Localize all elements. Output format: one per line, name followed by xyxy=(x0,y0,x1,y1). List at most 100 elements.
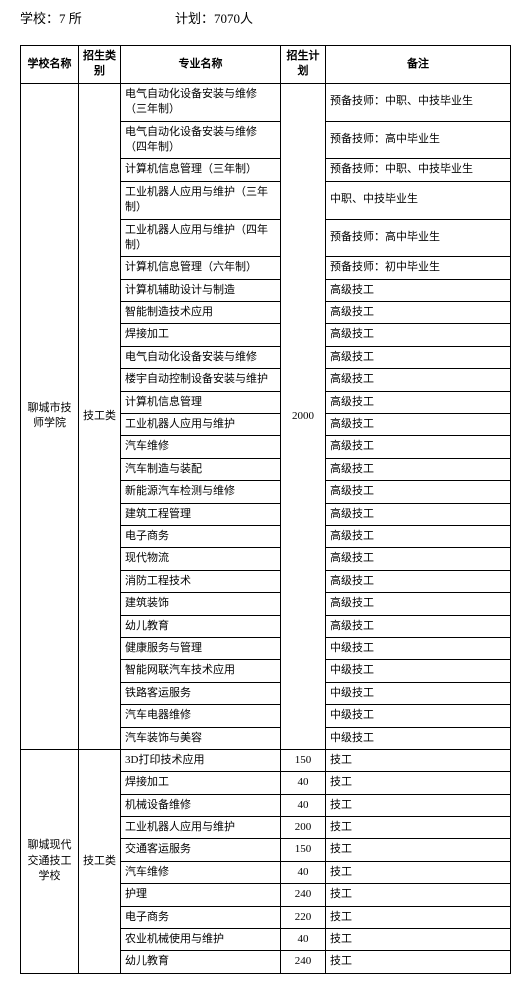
major-cell: 智能制造技术应用 xyxy=(121,302,281,324)
table-header-row: 学校名称 招生类别 专业名称 招生计划 备注 xyxy=(21,46,511,84)
note-cell: 技工 xyxy=(326,817,511,839)
note-cell: 高级技工 xyxy=(326,324,511,346)
note-cell: 高级技工 xyxy=(326,593,511,615)
note-cell: 高级技工 xyxy=(326,525,511,547)
major-cell: 焊接加工 xyxy=(121,324,281,346)
col-header-major: 专业名称 xyxy=(121,46,281,84)
major-cell: 计算机辅助设计与制造 xyxy=(121,279,281,301)
note-cell: 高级技工 xyxy=(326,570,511,592)
major-cell: 新能源汽车检测与维修 xyxy=(121,481,281,503)
note-cell: 高级技工 xyxy=(326,302,511,324)
note-cell: 高级技工 xyxy=(326,503,511,525)
plan-cell: 2000 xyxy=(281,83,326,749)
table-row: 聊城市技师学院技工类电气自动化设备安装与维修（三年制）2000预备技师：中职、中… xyxy=(21,83,511,121)
school-name-cell: 聊城市技师学院 xyxy=(21,83,79,749)
plan-cell: 40 xyxy=(281,772,326,794)
note-cell: 技工 xyxy=(326,839,511,861)
major-cell: 护理 xyxy=(121,884,281,906)
type-cell: 技工类 xyxy=(79,749,121,973)
major-cell: 幼儿教育 xyxy=(121,951,281,973)
plan-cell: 220 xyxy=(281,906,326,928)
col-header-plan: 招生计划 xyxy=(281,46,326,84)
major-cell: 交通客运服务 xyxy=(121,839,281,861)
table-row: 聊城现代交通技工学校技工类3D打印技术应用150技工 xyxy=(21,749,511,771)
note-cell: 中级技工 xyxy=(326,637,511,659)
major-cell: 健康服务与管理 xyxy=(121,637,281,659)
major-cell: 电气自动化设备安装与维修 xyxy=(121,346,281,368)
note-cell: 预备技师：中职、中技毕业生 xyxy=(326,83,511,121)
major-cell: 楼宇自动控制设备安装与维护 xyxy=(121,369,281,391)
major-cell: 建筑装饰 xyxy=(121,593,281,615)
type-cell: 技工类 xyxy=(79,83,121,749)
note-cell: 中职、中技毕业生 xyxy=(326,181,511,219)
major-cell: 3D打印技术应用 xyxy=(121,749,281,771)
plan-cell: 150 xyxy=(281,749,326,771)
major-cell: 汽车电器维修 xyxy=(121,705,281,727)
summary-header: 学校：7 所 计划：7070人 xyxy=(20,8,511,27)
col-header-school: 学校名称 xyxy=(21,46,79,84)
note-cell: 高级技工 xyxy=(326,346,511,368)
school-count-value: 7 所 xyxy=(59,8,82,27)
major-cell: 电气自动化设备安装与维修（三年制） xyxy=(121,83,281,121)
enrollment-table: 学校名称 招生类别 专业名称 招生计划 备注 聊城市技师学院技工类电气自动化设备… xyxy=(20,45,511,974)
plan-count-label: 计划： xyxy=(175,8,214,27)
major-cell: 电子商务 xyxy=(121,525,281,547)
major-cell: 现代物流 xyxy=(121,548,281,570)
note-cell: 高级技工 xyxy=(326,436,511,458)
school-name-cell: 聊城现代交通技工学校 xyxy=(21,749,79,973)
major-cell: 工业机器人应用与维护（三年制） xyxy=(121,181,281,219)
note-cell: 高级技工 xyxy=(326,279,511,301)
note-cell: 技工 xyxy=(326,951,511,973)
major-cell: 汽车装饰与美容 xyxy=(121,727,281,749)
major-cell: 电气自动化设备安装与维修（四年制） xyxy=(121,121,281,159)
major-cell: 汽车制造与装配 xyxy=(121,458,281,480)
school-count-label: 学校： xyxy=(20,8,59,27)
major-cell: 汽车维修 xyxy=(121,436,281,458)
major-cell: 铁路客运服务 xyxy=(121,682,281,704)
plan-cell: 240 xyxy=(281,884,326,906)
major-cell: 农业机械使用与维护 xyxy=(121,929,281,951)
col-header-type: 招生类别 xyxy=(79,46,121,84)
plan-cell: 40 xyxy=(281,794,326,816)
major-cell: 计算机信息管理（六年制） xyxy=(121,257,281,279)
note-cell: 技工 xyxy=(326,861,511,883)
note-cell: 预备技师：中职、中技毕业生 xyxy=(326,159,511,181)
plan-cell: 240 xyxy=(281,951,326,973)
note-cell: 中级技工 xyxy=(326,660,511,682)
major-cell: 建筑工程管理 xyxy=(121,503,281,525)
major-cell: 计算机信息管理（三年制） xyxy=(121,159,281,181)
table-body: 聊城市技师学院技工类电气自动化设备安装与维修（三年制）2000预备技师：中职、中… xyxy=(21,83,511,973)
note-cell: 高级技工 xyxy=(326,414,511,436)
major-cell: 幼儿教育 xyxy=(121,615,281,637)
plan-cell: 200 xyxy=(281,817,326,839)
major-cell: 工业机器人应用与维护（四年制） xyxy=(121,219,281,257)
note-cell: 技工 xyxy=(326,906,511,928)
note-cell: 技工 xyxy=(326,929,511,951)
note-cell: 预备技师：初中毕业生 xyxy=(326,257,511,279)
note-cell: 中级技工 xyxy=(326,705,511,727)
plan-count-value: 7070人 xyxy=(214,8,253,27)
note-cell: 中级技工 xyxy=(326,682,511,704)
major-cell: 消防工程技术 xyxy=(121,570,281,592)
major-cell: 电子商务 xyxy=(121,906,281,928)
plan-cell: 40 xyxy=(281,861,326,883)
major-cell: 焊接加工 xyxy=(121,772,281,794)
note-cell: 高级技工 xyxy=(326,481,511,503)
plan-cell: 150 xyxy=(281,839,326,861)
col-header-note: 备注 xyxy=(326,46,511,84)
note-cell: 技工 xyxy=(326,772,511,794)
major-cell: 工业机器人应用与维护 xyxy=(121,817,281,839)
major-cell: 汽车维修 xyxy=(121,861,281,883)
major-cell: 计算机信息管理 xyxy=(121,391,281,413)
note-cell: 技工 xyxy=(326,749,511,771)
note-cell: 技工 xyxy=(326,794,511,816)
note-cell: 高级技工 xyxy=(326,615,511,637)
major-cell: 工业机器人应用与维护 xyxy=(121,414,281,436)
major-cell: 机械设备维修 xyxy=(121,794,281,816)
note-cell: 高级技工 xyxy=(326,458,511,480)
note-cell: 高级技工 xyxy=(326,369,511,391)
note-cell: 预备技师：高中毕业生 xyxy=(326,219,511,257)
major-cell: 智能网联汽车技术应用 xyxy=(121,660,281,682)
plan-cell: 40 xyxy=(281,929,326,951)
note-cell: 中级技工 xyxy=(326,727,511,749)
